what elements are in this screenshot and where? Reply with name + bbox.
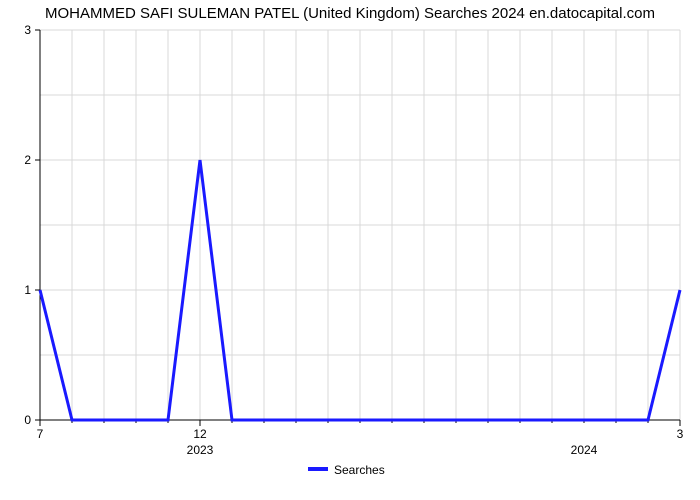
- line-chart: MOHAMMED SAFI SULEMAN PATEL (United King…: [0, 0, 700, 500]
- y-tick-label: 1: [24, 283, 31, 297]
- x-tick-label: 12: [193, 427, 207, 441]
- chart-bg: [0, 0, 700, 500]
- y-tick-label: 2: [24, 153, 31, 167]
- x-tick-label: 3: [677, 427, 684, 441]
- y-tick-label: 3: [24, 23, 31, 37]
- chart-container: MOHAMMED SAFI SULEMAN PATEL (United King…: [0, 0, 700, 500]
- legend-label: Searches: [334, 463, 385, 477]
- chart-title: MOHAMMED SAFI SULEMAN PATEL (United King…: [45, 5, 655, 22]
- legend-swatch: [308, 467, 328, 471]
- x-year-label: 2024: [571, 443, 598, 457]
- x-year-label: 2023: [187, 443, 214, 457]
- y-tick-label: 0: [24, 413, 31, 427]
- x-tick-label: 7: [37, 427, 44, 441]
